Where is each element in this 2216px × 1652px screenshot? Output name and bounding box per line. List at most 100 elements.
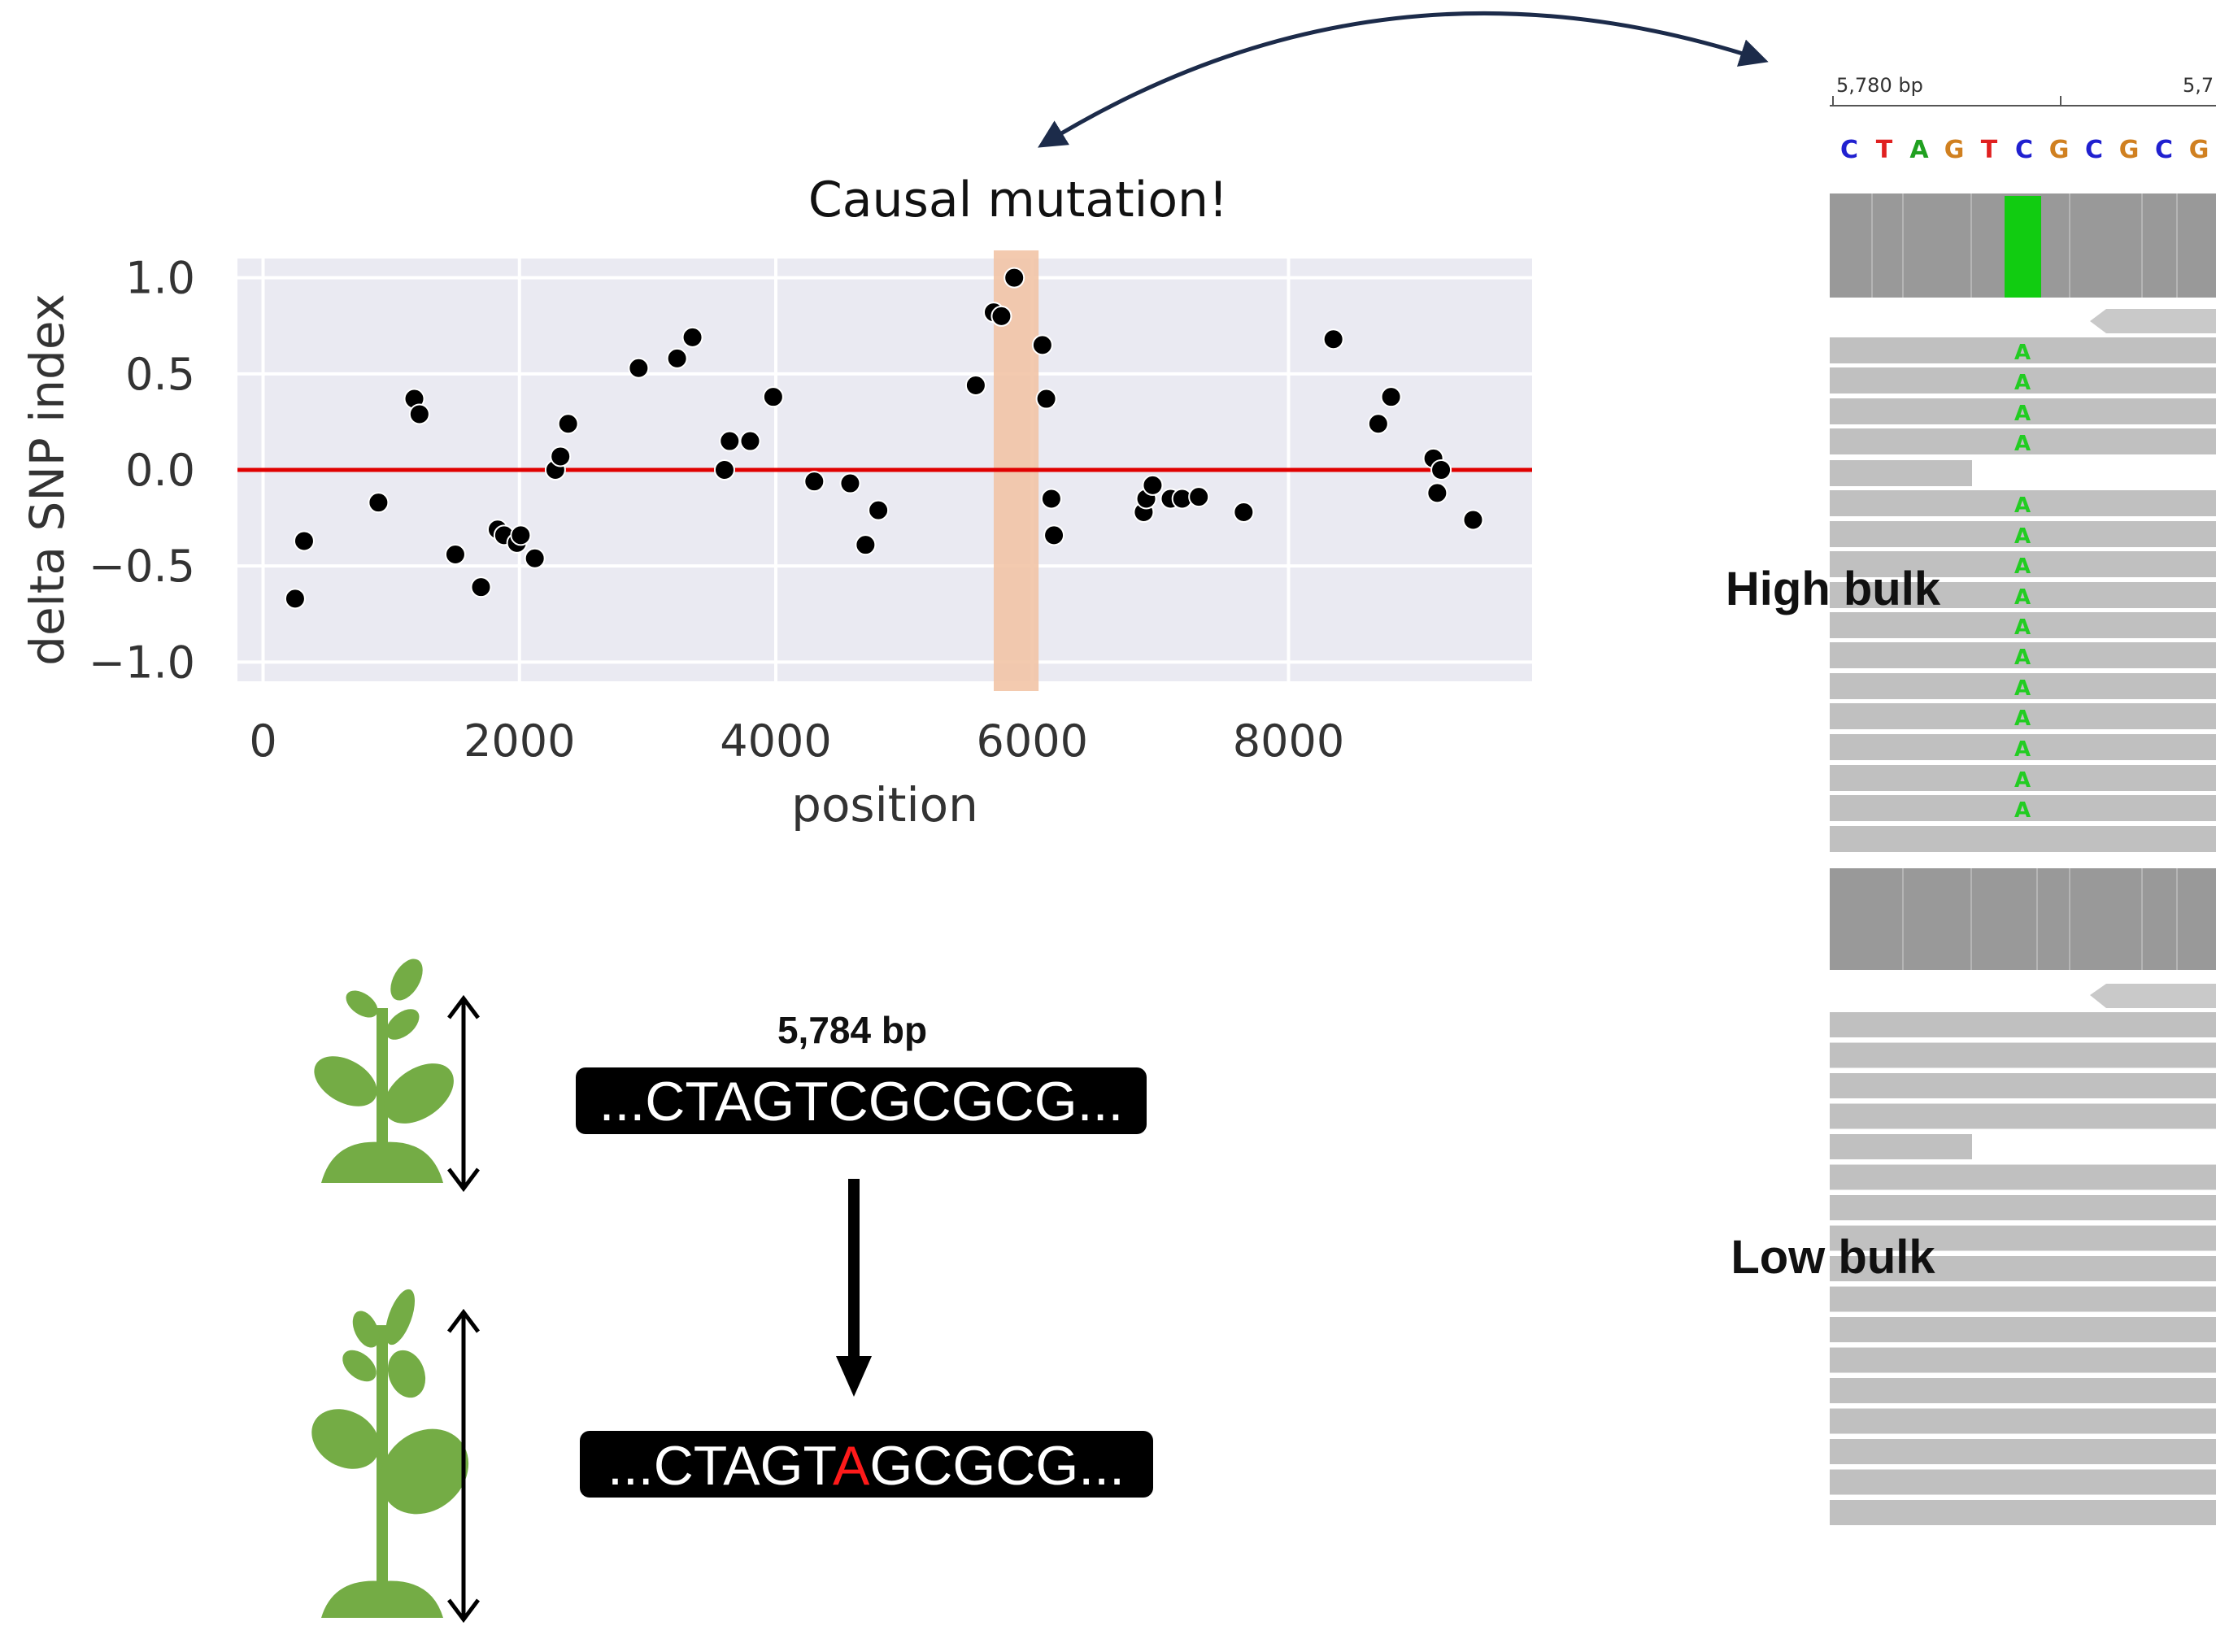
- short-plant-icon: [314, 959, 454, 1183]
- coverage-divider-lines: [1902, 868, 2178, 970]
- sequencing-read: [1830, 1225, 2216, 1251]
- x-tick-label: 8000: [1233, 715, 1344, 767]
- reference-base: A: [1909, 136, 1929, 164]
- x-tick-label: 6000: [977, 715, 1088, 767]
- data-point: [713, 459, 735, 480]
- mutant-sequence-prefix: ...CTAGT: [607, 1435, 836, 1497]
- variant-base: A: [2014, 798, 2031, 823]
- data-point: [868, 499, 890, 521]
- reference-base: G: [1944, 136, 1965, 164]
- y-tick-label: 1.0: [125, 253, 195, 304]
- coordinate-label-cut: 5,7: [2183, 74, 2214, 97]
- reference-base: C: [1840, 136, 1858, 164]
- data-point: [1040, 488, 1062, 510]
- data-point: [1430, 459, 1452, 480]
- reference-base: G: [2049, 136, 2070, 164]
- data-point: [1233, 502, 1255, 523]
- original-sequence-text: ...CTAGTCGCGCG...: [599, 1071, 1124, 1132]
- sequencing-read: [1830, 642, 2216, 668]
- sequencing-read: [1830, 398, 2216, 424]
- y-axis-label: delta SNP index: [20, 293, 75, 666]
- sequencing-read: [1830, 1439, 2216, 1464]
- mutation-down-arrow: [836, 1179, 872, 1397]
- data-point: [293, 530, 315, 552]
- data-point: [855, 534, 877, 556]
- coverage-divider-lines: [1871, 193, 2178, 298]
- sequencing-read: [1830, 460, 1972, 486]
- sequencing-read: [1830, 1195, 2216, 1220]
- sequencing-read: [1830, 1347, 2216, 1373]
- data-point: [666, 347, 688, 369]
- sequencing-read: [1830, 765, 2216, 791]
- variant-base: A: [2014, 493, 2031, 518]
- sequencing-read: [1830, 1103, 2216, 1129]
- reference-base: C: [2155, 136, 2173, 164]
- variant-base: A: [2014, 554, 2031, 579]
- data-point: [1380, 386, 1402, 408]
- mutant-sequence-text: ...CTAGTAGCGCG...: [607, 1435, 1125, 1497]
- variant-base: A: [2014, 371, 2031, 395]
- data-point: [557, 413, 579, 435]
- causal-mutation-annotation: Causal mutation!: [808, 172, 1228, 228]
- sequencing-read: [1830, 1378, 2216, 1403]
- variant-base: A: [2014, 585, 2031, 610]
- reference-base: G: [2189, 136, 2209, 164]
- data-point: [681, 326, 703, 348]
- x-tick-label: 0: [249, 715, 276, 767]
- mutant-sequence-suffix: GCGCG...: [869, 1435, 1125, 1497]
- data-point: [408, 403, 430, 425]
- reference-base: C: [2085, 136, 2103, 164]
- sequencing-read: [1830, 1317, 2216, 1342]
- sequencing-read: [1830, 551, 2216, 577]
- low-bulk-separator-read: [2090, 984, 2216, 1008]
- sequencing-read: [1830, 1134, 1972, 1159]
- low-bulk-label: Low bulk: [1731, 1231, 1935, 1284]
- data-point: [762, 386, 784, 408]
- data-point: [803, 471, 825, 493]
- y-tick-label: −1.0: [89, 637, 195, 688]
- variant-base: A: [2014, 341, 2031, 365]
- tall-plant-height-arrow: [447, 1308, 480, 1624]
- data-point: [1035, 388, 1057, 410]
- sequencing-read: [1830, 490, 2216, 516]
- data-point: [964, 375, 986, 396]
- mutant-sequence-box: ...CTAGTAGCGCG...: [580, 1431, 1153, 1498]
- x-axis-label: position: [791, 777, 978, 833]
- data-point: [550, 446, 572, 467]
- variant-base: A: [2014, 524, 2031, 549]
- variant-base: A: [2014, 737, 2031, 762]
- y-tick-label: −0.5: [89, 541, 195, 592]
- sequencing-read: [1830, 1408, 2216, 1434]
- data-point: [524, 547, 546, 569]
- link-arrow: [1038, 11, 1769, 148]
- data-points: [284, 267, 1484, 610]
- low-bulk-coverage-track: [1830, 868, 2216, 970]
- data-point: [1322, 328, 1344, 350]
- low-bulk-reads: [1830, 1012, 2216, 1525]
- sequencing-read: [1830, 612, 2216, 638]
- data-point: [1188, 486, 1210, 508]
- data-point: [990, 305, 1012, 327]
- sequencing-read: [1830, 367, 2216, 393]
- variant-base: A: [2014, 646, 2031, 670]
- reference-base: T: [1981, 136, 1998, 164]
- sequencing-read: [1830, 521, 2216, 547]
- sequencing-read: [1830, 673, 2216, 699]
- data-point: [1031, 334, 1053, 356]
- sequencing-read: [1830, 1256, 2216, 1281]
- high-bulk-label: High bulk: [1726, 563, 1941, 615]
- variant-base: A: [2014, 676, 2031, 701]
- variant-base: A: [2014, 706, 2031, 731]
- y-tick-label: 0.5: [125, 349, 195, 400]
- data-point: [444, 544, 466, 565]
- coordinate-label: 5,780 bp: [1836, 74, 1923, 97]
- x-tick-label: 2000: [464, 715, 575, 767]
- data-point: [1426, 482, 1448, 504]
- sequencing-read: [1830, 795, 2216, 821]
- x-tick-label: 4000: [720, 715, 831, 767]
- sequencing-read: [1830, 1012, 2216, 1037]
